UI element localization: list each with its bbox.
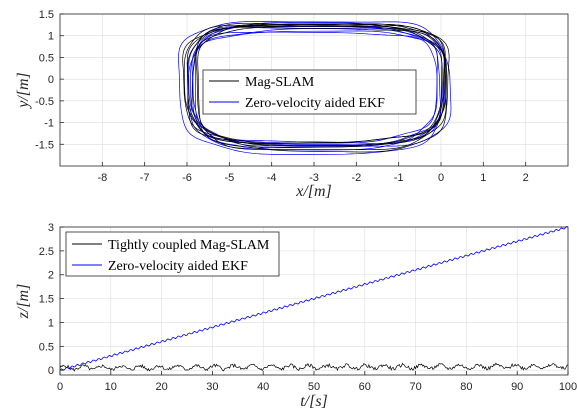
p2-legend-label-mag-slam: Tightly coupled Mag-SLAM xyxy=(108,238,270,253)
p1-y-tick-label: 1 xyxy=(48,31,54,43)
p1-legend-box xyxy=(202,69,417,115)
p1-y-tick-label: -1 xyxy=(44,118,54,130)
p1-trajectory-ekf xyxy=(188,26,438,144)
p1-y-tick-label: 0.5 xyxy=(39,52,54,64)
p1-y-tick-label: 0 xyxy=(48,74,54,86)
p2-x-tick-label: 60 xyxy=(359,381,371,393)
p1-trajectory-mag-slam xyxy=(182,25,445,147)
p2-y-tick-label: 2.5 xyxy=(39,246,54,258)
p2-x-tick-label: 40 xyxy=(257,381,269,393)
p1-x-tick-label: -8 xyxy=(97,172,107,184)
p2-x-tick-label: 50 xyxy=(308,381,320,393)
p2-x-tick-label: 10 xyxy=(105,381,117,393)
p2-y-axis-label: z/[m] xyxy=(15,284,32,320)
p2-y-tick-label: 1.5 xyxy=(39,294,54,306)
p1-legend: Mag-SLAM Zero-velocity aided EKF xyxy=(202,69,417,115)
p1-x-tick-label: -1 xyxy=(394,172,404,184)
p2-x-tick-label: 30 xyxy=(206,381,218,393)
p1-ticks: -8 -7 -6 -5 -4 -3 -2 -1 0 1 2 -1.5 -1 -0.5 0 0.5 1 1.5 xyxy=(35,9,529,184)
p1-y-axis-label: y/[m] xyxy=(15,72,32,110)
p1-x-tick-label: -3 xyxy=(309,172,319,184)
p1-trajectory-mag-slam xyxy=(183,23,446,147)
p2-x-tick-label: 70 xyxy=(409,381,421,393)
p2-lines xyxy=(59,225,569,372)
p2-legend: Tightly coupled Mag-SLAM Zero-velocity a… xyxy=(65,231,280,277)
p1-y-tick-label: -0.5 xyxy=(35,96,54,108)
p2-y-tick-label: 3 xyxy=(48,222,54,234)
p1-x-tick-label: -4 xyxy=(267,172,277,184)
p2-y-tick-label: 2 xyxy=(48,270,54,282)
xy-trajectory-plot: -8 -7 -6 -5 -4 -3 -2 -1 0 1 2 -1.5 -1 -0.5 0 0.5 1 1.5 x/… xyxy=(15,9,569,200)
p1-x-tick-label: -7 xyxy=(140,172,150,184)
p1-x-tick-label: 1 xyxy=(480,172,486,184)
p2-x-tick-label: 100 xyxy=(559,381,577,393)
p2-y-tick-label: 0.5 xyxy=(39,341,54,353)
p1-x-axis-label: x/[m] xyxy=(295,183,332,200)
p1-trajectory-ekf xyxy=(195,31,438,147)
p2-legend-box xyxy=(65,231,280,277)
p2-x-tick-label: 20 xyxy=(155,381,167,393)
p1-trajectory-mag-slam xyxy=(192,23,447,151)
p2-x-tick-label: 0 xyxy=(57,381,63,393)
p2-x-axis-label: t/[s] xyxy=(300,393,328,410)
p1-x-tick-label: 0 xyxy=(438,172,444,184)
p1-legend-label-ekf: Zero-velocity aided EKF xyxy=(245,96,385,111)
p2-ticks: 0 10 20 30 40 50 60 70 80 90 100 0 0.5 1 1.5 2 2.5 3 xyxy=(39,222,577,393)
p2-x-tick-label: 90 xyxy=(511,381,523,393)
p1-trajectory-ekf xyxy=(178,21,447,155)
p2-y-tick-label: 1 xyxy=(48,317,54,329)
p1-legend-label-mag-slam: Mag-SLAM xyxy=(245,75,315,90)
p1-y-tick-label: 1.5 xyxy=(39,9,54,21)
p2-line-mag-slam xyxy=(59,362,569,372)
p1-trajectory-mag-slam xyxy=(197,24,447,144)
p2-x-tick-label: 80 xyxy=(460,381,472,393)
p1-y-tick-label: -1.5 xyxy=(35,139,54,151)
p2-y-tick-label: 0 xyxy=(48,365,54,377)
p1-x-tick-label: 2 xyxy=(523,172,529,184)
p1-lines xyxy=(178,21,452,155)
p1-trajectory-mag-slam xyxy=(195,27,447,149)
z-time-plot: 0 10 20 30 40 50 60 70 80 90 100 0 0.5 1 1.5 2 2.5 3 t/[s… xyxy=(15,222,577,410)
p1-x-tick-label: -2 xyxy=(351,172,361,184)
p1-x-tick-label: -5 xyxy=(224,172,234,184)
p2-line-ekf xyxy=(59,225,569,371)
p2-legend-label-ekf: Zero-velocity aided EKF xyxy=(108,259,248,274)
p1-x-tick-label: -6 xyxy=(182,172,192,184)
